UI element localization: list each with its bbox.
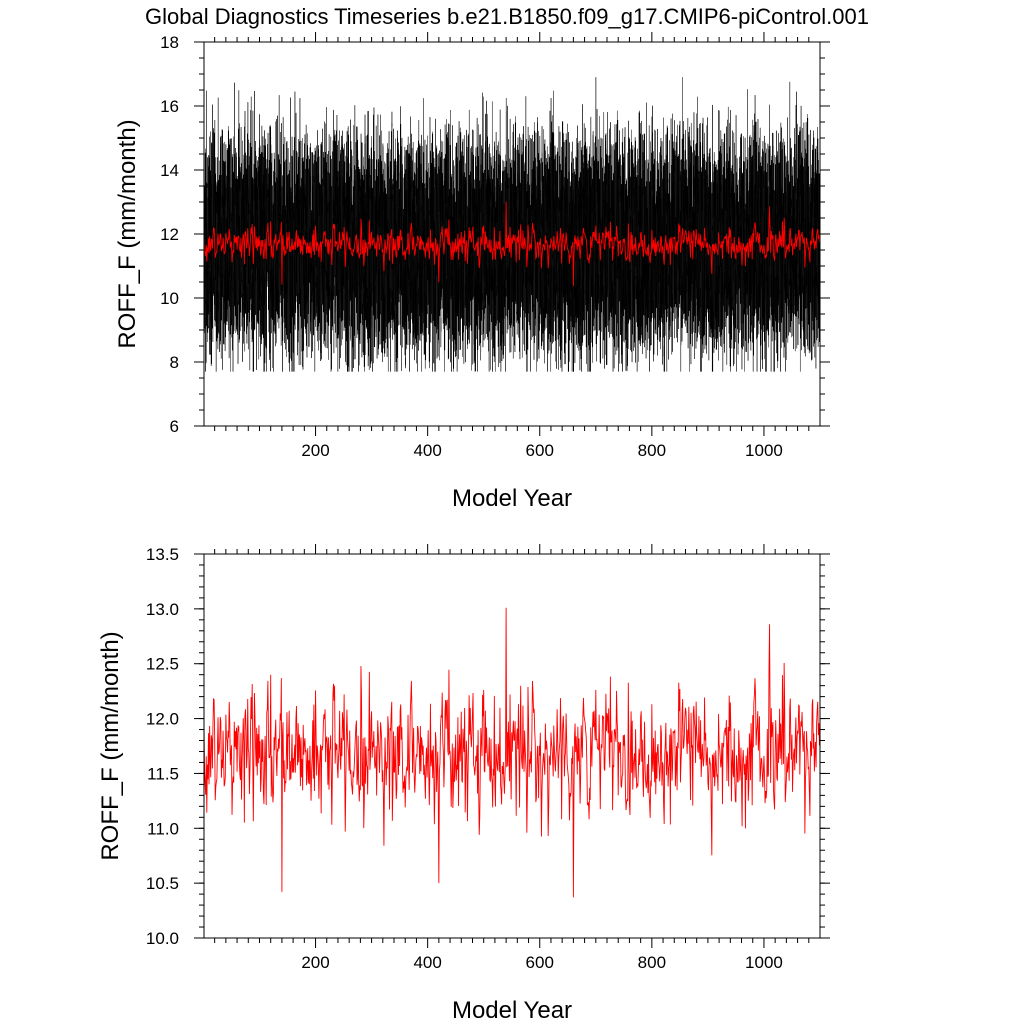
y-tick-label: 11.0 [147, 819, 179, 838]
top-panel: 200 400 600 800 1000 6 8 10 12 14 16 18 Model Year RO… [114, 32, 830, 512]
y-axis-title: ROFF_F (mm/month) [114, 119, 141, 348]
x-tick-label: 1000 [745, 441, 783, 460]
y-tick-label: 18 [160, 33, 179, 52]
y-tick-label: 10.5 [146, 874, 179, 893]
y-tick-label: 12.5 [146, 655, 179, 674]
x-tick-label: 400 [413, 953, 441, 972]
y-tick-label: 8 [170, 353, 179, 372]
series-line-annual [204, 607, 820, 898]
x-tick-label: 200 [301, 953, 329, 972]
y-tick-label: 11.5 [147, 764, 179, 783]
y-tick-label: 14 [160, 161, 179, 180]
y-tick-label: 6 [170, 417, 179, 436]
x-tick-label: 400 [413, 441, 441, 460]
y-tick-label: 10.0 [146, 929, 179, 948]
y-tick-label: 12.0 [146, 710, 179, 729]
series-line-monthly [204, 77, 820, 372]
bottom-panel: 200 400 600 800 1000 10.0 10.5 11.0 11.5 12.0 12.5… [97, 544, 830, 1024]
x-tick-label: 1000 [745, 953, 783, 972]
x-tick-label: 800 [638, 953, 666, 972]
x-tick-label: 200 [301, 441, 329, 460]
x-tick-label: 600 [526, 953, 554, 972]
x-axis-title: Model Year [452, 485, 572, 512]
y-axis-title: ROFF_F (mm/month) [97, 631, 124, 860]
x-tick-label: 800 [638, 441, 666, 460]
plot-frame [203, 553, 821, 939]
y-tick-label: 16 [160, 97, 179, 116]
y-tick-label: 12 [160, 225, 179, 244]
y-tick-label: 10 [160, 289, 179, 308]
x-axis-title: Model Year [452, 997, 572, 1024]
chart-title: Global Diagnostics Timeseries b.e21.B185… [145, 4, 869, 29]
x-tick-label: 600 [526, 441, 554, 460]
series-line-annual [204, 201, 820, 287]
y-tick-label: 13.0 [146, 600, 179, 619]
y-tick-label: 13.5 [146, 545, 179, 564]
